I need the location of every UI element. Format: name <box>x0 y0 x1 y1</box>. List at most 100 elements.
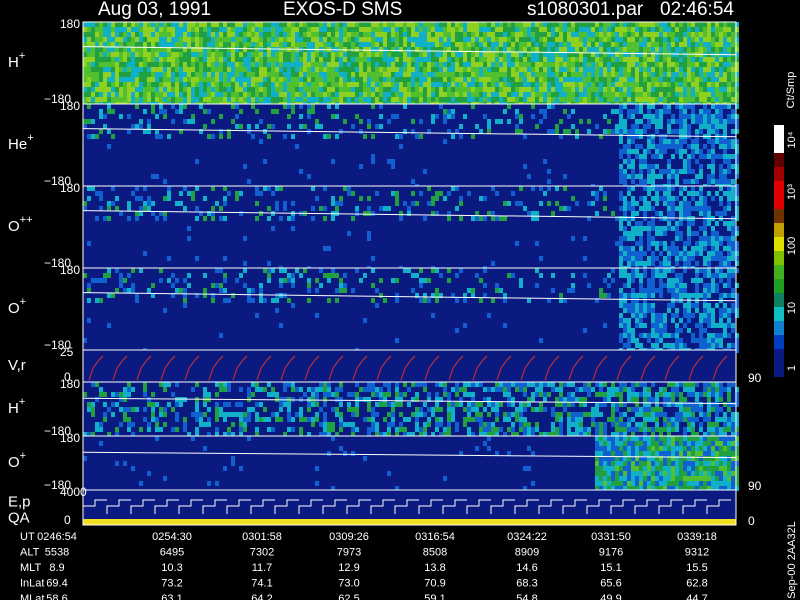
texture <box>411 72 415 77</box>
texture <box>371 62 375 67</box>
texture <box>719 278 723 283</box>
texture <box>615 32 619 37</box>
texture <box>635 82 639 87</box>
texture <box>627 216 631 221</box>
texture <box>719 256 723 261</box>
texture <box>183 278 187 283</box>
texture <box>415 57 419 62</box>
texture <box>703 338 707 343</box>
texture <box>155 37 159 42</box>
texture <box>179 27 183 32</box>
date: Aug 03, 1991 <box>98 0 211 20</box>
texture <box>231 37 235 42</box>
texture <box>467 32 471 37</box>
texture <box>531 186 535 191</box>
texture <box>491 22 495 27</box>
texture <box>235 52 239 57</box>
texture <box>655 246 659 251</box>
texture <box>199 412 203 417</box>
texture <box>95 22 99 27</box>
texture <box>555 42 559 47</box>
texture <box>291 77 295 82</box>
texture <box>323 392 327 397</box>
texture <box>183 32 187 37</box>
texture <box>723 328 727 333</box>
texture <box>735 129 739 134</box>
texture <box>583 57 587 62</box>
texture <box>355 206 359 211</box>
texture <box>135 77 139 82</box>
texture <box>347 77 351 82</box>
trace <box>424 355 440 381</box>
texture <box>495 216 499 221</box>
texture <box>267 27 271 32</box>
texture <box>679 169 683 174</box>
texture <box>687 313 691 318</box>
texture <box>443 77 447 82</box>
texture <box>647 278 651 283</box>
texture <box>219 283 223 288</box>
texture <box>255 109 259 114</box>
texture <box>459 97 463 102</box>
texture <box>535 241 539 246</box>
texture <box>311 67 315 72</box>
texture <box>611 32 615 37</box>
texture <box>299 432 303 437</box>
texture <box>651 293 655 298</box>
texture <box>375 57 379 62</box>
texture <box>463 37 467 42</box>
texture <box>731 246 735 251</box>
texture <box>687 328 691 333</box>
texture <box>435 92 439 97</box>
texture <box>367 397 371 402</box>
texture <box>399 52 403 57</box>
texture <box>667 37 671 42</box>
texture <box>719 144 723 149</box>
texture <box>635 92 639 97</box>
texture <box>691 109 695 114</box>
texture <box>499 82 503 87</box>
texture <box>167 92 171 97</box>
texture <box>475 97 479 102</box>
texture <box>719 57 723 62</box>
texture <box>267 67 271 72</box>
texture <box>447 62 451 67</box>
texture <box>315 82 319 87</box>
texture <box>147 22 151 27</box>
texture <box>323 52 327 57</box>
texture <box>295 87 299 92</box>
texture <box>727 261 731 266</box>
texture <box>387 87 391 92</box>
texture <box>315 72 319 77</box>
trace <box>448 355 464 381</box>
texture <box>635 231 639 236</box>
texture <box>311 32 315 37</box>
texture <box>151 211 155 216</box>
texture <box>475 72 479 77</box>
texture <box>727 47 731 52</box>
texture <box>655 87 659 92</box>
texture <box>519 97 523 102</box>
texture <box>451 87 455 92</box>
texture <box>619 72 623 77</box>
texture <box>127 382 131 387</box>
label: V,r <box>8 357 26 374</box>
texture <box>559 57 563 62</box>
texture <box>635 154 639 159</box>
texture <box>383 298 387 303</box>
texture <box>351 191 355 196</box>
texture <box>679 119 683 124</box>
texture <box>95 422 99 427</box>
texture <box>611 268 615 273</box>
texture <box>383 32 387 37</box>
texture <box>607 27 611 32</box>
texture <box>87 82 91 87</box>
texture <box>527 27 531 32</box>
texture <box>331 201 335 206</box>
texture <box>111 92 115 97</box>
texture <box>287 82 291 87</box>
texture <box>215 37 219 42</box>
texture <box>671 226 675 231</box>
texture <box>247 82 251 87</box>
texture <box>567 52 571 57</box>
